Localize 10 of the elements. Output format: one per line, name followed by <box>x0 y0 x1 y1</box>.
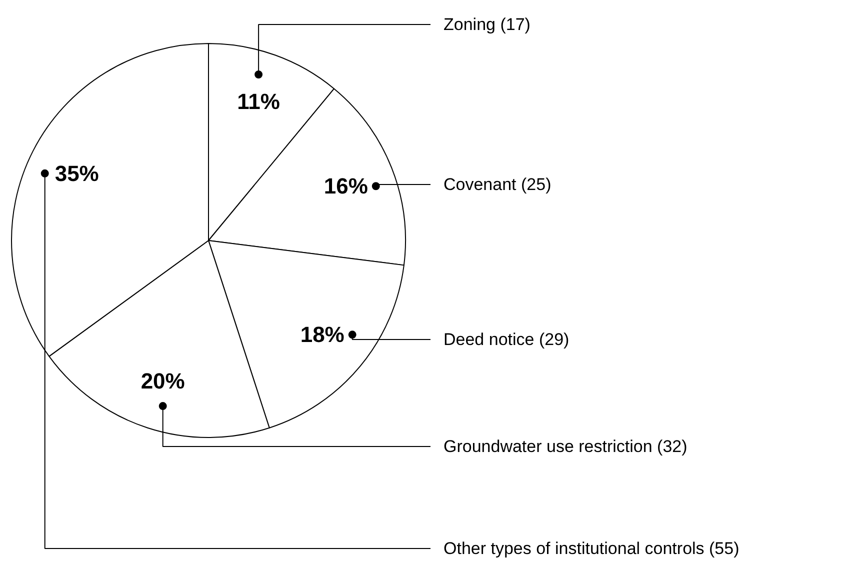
slice-label: Other types of institutional controls (55) <box>444 539 740 558</box>
slice-label: Deed notice (29) <box>444 330 570 349</box>
data-label: 20% <box>140 368 185 394</box>
slice-label: Zoning (17) <box>444 15 530 34</box>
data-label: 18% <box>300 322 344 348</box>
data-label: 16% <box>324 174 368 199</box>
slice-label: Covenant (25) <box>444 175 552 194</box>
data-label: 11% <box>237 88 280 114</box>
data-label: 35% <box>54 160 99 186</box>
slice-label: Groundwater use restriction (32) <box>444 437 688 456</box>
